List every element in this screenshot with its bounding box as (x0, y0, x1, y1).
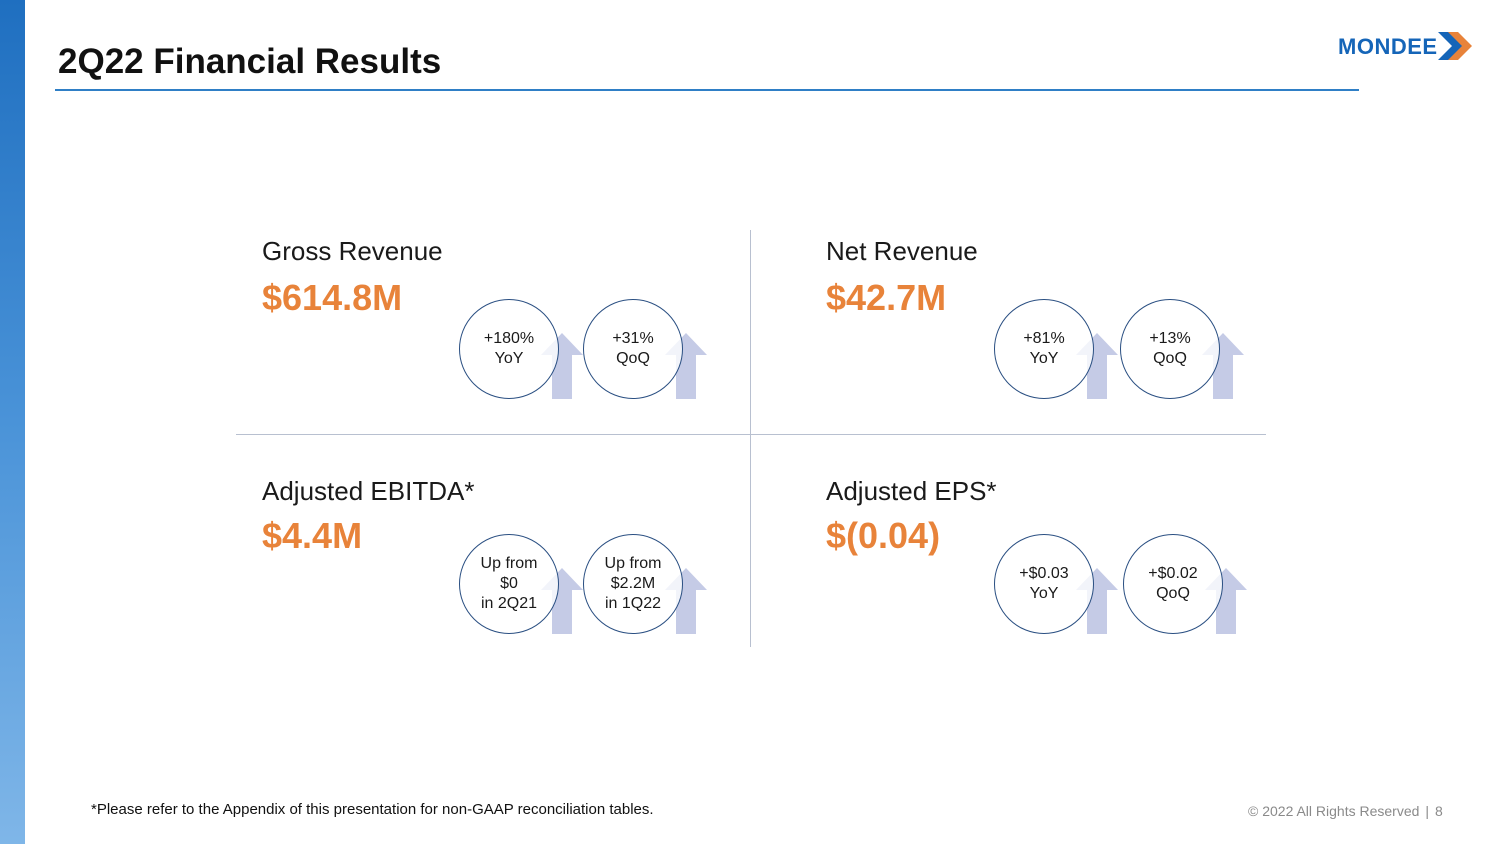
badge-text-line: YoY (1029, 585, 1059, 602)
change-badge-qoq: +13% QoQ (1120, 299, 1244, 403)
metric-label: Adjusted EBITDA* (262, 476, 475, 506)
badge-circle: +$0.02 QoQ (1123, 534, 1223, 634)
title-underline (55, 89, 1359, 91)
metric-label: Gross Revenue (262, 236, 443, 266)
badge-text-line: YoY (494, 350, 524, 367)
mondee-logo: MONDEE (1338, 30, 1473, 64)
badge-text-line: +81% (1023, 330, 1065, 347)
badge-text-line: in 2Q21 (480, 595, 538, 612)
badge-text-line: Up from (480, 555, 538, 572)
badge-text-line: +$0.02 (1148, 565, 1198, 582)
non-gaap-footnote: *Please refer to the Appendix of this pr… (91, 801, 654, 818)
badge-text-line: +180% (483, 330, 535, 347)
side-accent-bar (0, 0, 25, 844)
metric-value: $4.4M (262, 515, 363, 556)
badge-text-line: QoQ (1153, 350, 1187, 367)
quadrant-divider-horizontal (236, 434, 1266, 435)
badge-circle: +$0.03 YoY (994, 534, 1094, 634)
badge-circle: +31% QoQ (583, 299, 683, 399)
footer-separator: | (1425, 803, 1430, 819)
copyright-footer: © 2022 All Rights Reserved | 8 (1248, 803, 1443, 819)
badge-text-line: $2.2M (610, 575, 656, 592)
change-badge-yoy: +$0.03 YoY (994, 534, 1118, 638)
metric-label: Net Revenue (826, 236, 978, 266)
badge-text-line: YoY (1029, 350, 1059, 367)
page-number: 8 (1435, 803, 1443, 819)
metric-value: $42.7M (826, 277, 947, 318)
badge-text-line: QoQ (616, 350, 650, 367)
badge-text-line: Up from (604, 555, 662, 572)
badge-circle: +81% YoY (994, 299, 1094, 399)
badge-text-line: +31% (612, 330, 654, 347)
slide-title: 2Q22 Financial Results (58, 42, 442, 81)
change-badge-yoy: +81% YoY (994, 299, 1118, 403)
change-badge-vs-1q22: Up from $2.2M in 1Q22 (583, 534, 707, 638)
badge-text-line: in 1Q22 (604, 595, 662, 612)
logo-text: MONDEE (1338, 34, 1438, 59)
metric-label: Adjusted EPS* (826, 476, 997, 506)
badge-circle: Up from $0 in 2Q21 (459, 534, 559, 634)
badge-circle: +13% QoQ (1120, 299, 1220, 399)
metric-value: $(0.04) (826, 515, 941, 556)
badge-text-line: $0 (500, 575, 518, 592)
mondee-arrow-mark-icon (1438, 32, 1472, 60)
badge-text-line: QoQ (1156, 585, 1190, 602)
badge-text-line: +13% (1149, 330, 1191, 347)
metric-value: $614.8M (262, 277, 403, 318)
badge-text-line: +$0.03 (1019, 565, 1069, 582)
change-badge-qoq: +31% QoQ (583, 299, 707, 403)
quadrant-divider-vertical (750, 230, 751, 647)
change-badge-vs-2q21: Up from $0 in 2Q21 (459, 534, 583, 638)
copyright-text: © 2022 All Rights Reserved (1248, 803, 1420, 819)
change-badge-yoy: +180% YoY (459, 299, 583, 403)
badge-circle: Up from $2.2M in 1Q22 (583, 534, 683, 634)
badge-circle: +180% YoY (459, 299, 559, 399)
change-badge-qoq: +$0.02 QoQ (1123, 534, 1247, 638)
